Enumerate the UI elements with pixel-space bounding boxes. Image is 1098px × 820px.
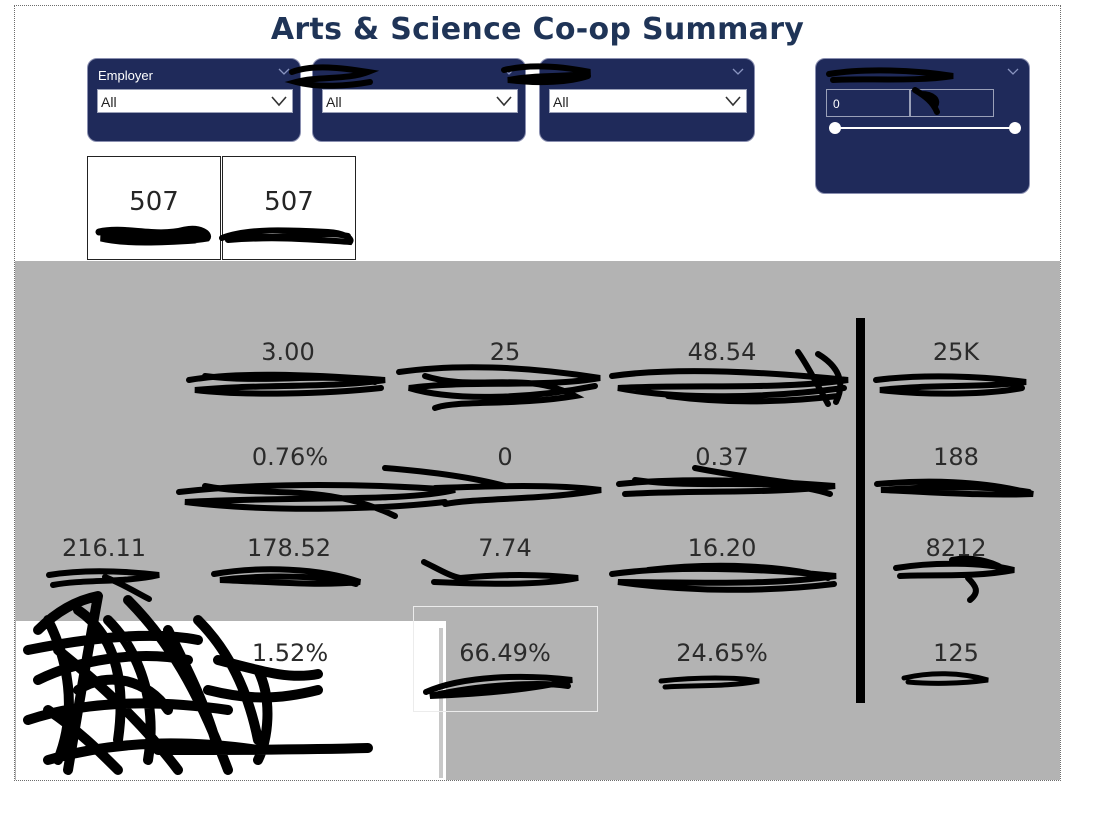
kpi-value: 0	[497, 443, 513, 471]
kpi-value: 0.37	[695, 443, 749, 471]
redaction-mark	[501, 63, 591, 86]
filter-dropdown-2[interactable]: All	[322, 89, 518, 113]
card-value: 507	[264, 187, 314, 217]
kpi-value: 216.11	[62, 534, 146, 562]
redaction-mark	[396, 364, 601, 411]
employer-slicer[interactable]: Employer All	[87, 58, 301, 142]
kpi-value: 0.76%	[251, 443, 329, 471]
divider	[856, 318, 865, 703]
redaction-mark	[658, 675, 760, 690]
kpi-value: 25	[489, 338, 521, 366]
chevron-down-icon[interactable]	[270, 94, 288, 108]
redaction-mark	[421, 559, 579, 587]
redaction-mark	[826, 67, 954, 115]
redaction-mark	[873, 373, 1027, 397]
kpi-value: 66.49%	[459, 639, 551, 667]
kpi-value: 25K	[932, 338, 980, 366]
slicer-label: Employer	[98, 68, 153, 83]
redaction-mark	[893, 555, 1015, 603]
redaction-mark	[219, 227, 354, 246]
redaction-mark	[616, 465, 836, 497]
selected-card[interactable]	[413, 606, 598, 712]
filter-dropdown-3[interactable]: All	[549, 89, 747, 113]
chevron-down-icon[interactable]	[1007, 67, 1019, 77]
slider-max-handle[interactable]	[1009, 122, 1021, 134]
redaction-mark	[284, 64, 380, 89]
kpi-value: 24.65%	[676, 639, 768, 667]
report-canvas	[14, 5, 1061, 781]
chevron-down-icon[interactable]	[495, 94, 513, 108]
kpi-value: 178.52	[247, 534, 331, 562]
slider-min-handle[interactable]	[829, 122, 841, 134]
card-value: 507	[129, 187, 179, 217]
range-min-value: 0	[833, 97, 840, 111]
redaction-mark	[609, 562, 837, 593]
kpi-value: 125	[933, 639, 979, 667]
page-title: Arts & Science Co-op Summary	[270, 12, 805, 47]
kpi-value: 1.52%	[251, 639, 329, 667]
kpi-value: 188	[933, 443, 979, 471]
kpi-value: 16.20	[687, 534, 757, 562]
redaction-mark	[874, 478, 1034, 498]
dropdown-value: All	[553, 94, 569, 110]
redaction-mark	[609, 349, 849, 407]
kpi-value: 3.00	[261, 338, 315, 366]
range-min-input[interactable]: 0	[826, 89, 910, 117]
range-max-input[interactable]	[910, 89, 994, 117]
redaction-mark	[901, 671, 989, 686]
redaction-mark	[186, 371, 386, 397]
redaction-mark	[176, 465, 602, 519]
redaction-mark	[23, 591, 373, 775]
slider-track[interactable]	[834, 127, 1014, 129]
chevron-down-icon[interactable]	[732, 67, 744, 77]
chevron-down-icon[interactable]	[724, 94, 742, 108]
dropdown-value: All	[101, 94, 117, 110]
employer-dropdown[interactable]: All	[97, 89, 293, 113]
redaction-mark	[95, 225, 211, 246]
chevron-down-icon[interactable]	[278, 67, 290, 77]
scrollbar[interactable]	[439, 628, 443, 778]
redaction-mark	[423, 673, 573, 699]
dropdown-value: All	[326, 94, 342, 110]
redaction-mark	[211, 566, 361, 587]
redaction-mark	[46, 568, 160, 602]
kpi-value: 48.54	[687, 338, 757, 366]
kpi-value: 7.74	[478, 534, 532, 562]
